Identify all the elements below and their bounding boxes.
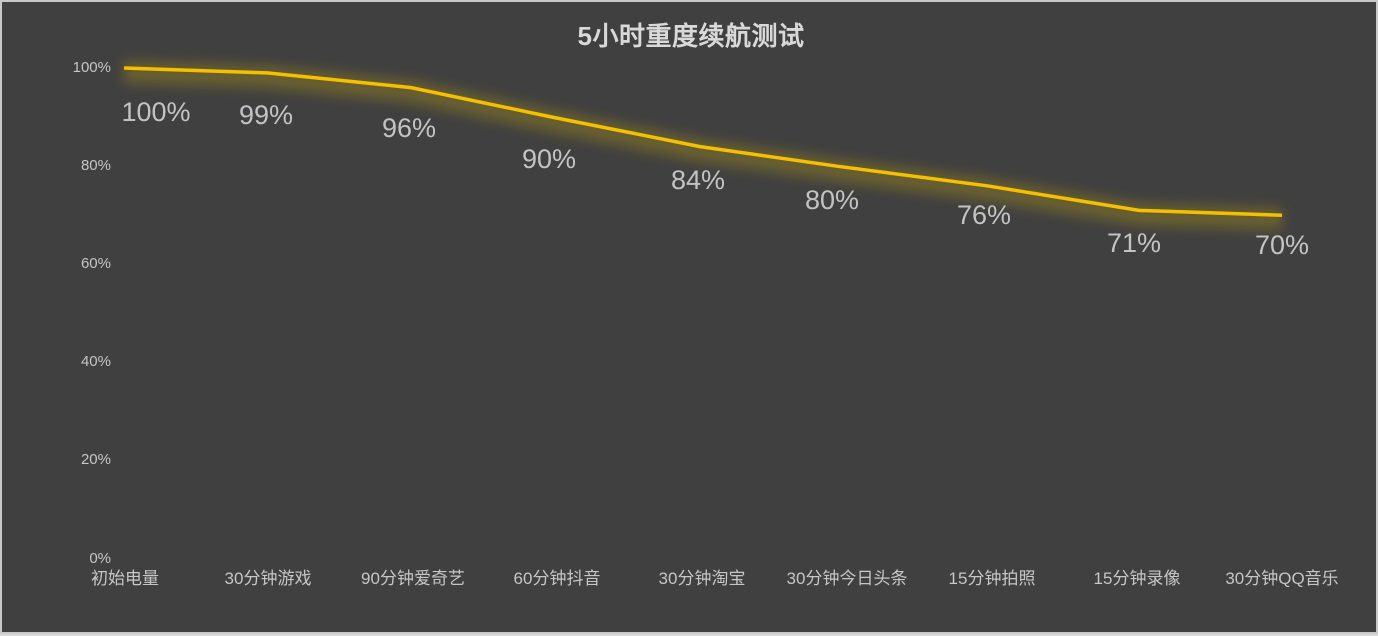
x-tick-label: 30分钟淘宝 [658,569,746,588]
line-glow [123,61,1283,231]
x-tick-label: 15分钟拍照 [948,569,1036,588]
battery-line [123,66,1283,218]
data-label: 96% [381,113,437,143]
data-label: 90% [521,144,577,174]
x-tick-label: 30分钟QQ音乐 [1225,569,1339,588]
y-tick-20: 20% [80,451,111,468]
data-label: 71% [1106,228,1162,258]
y-tick-80: 80% [80,157,111,174]
data-label: 76% [956,200,1012,230]
data-label: 100% [121,97,191,127]
data-label: 99% [238,100,294,130]
y-tick-40: 40% [80,353,111,370]
chart-title: 5小时重度续航测试 [577,21,805,51]
y-tick-100: 100% [72,59,111,76]
data-label: 80% [804,185,860,215]
x-tick-label: 初始电量 [91,569,159,588]
y-tick-60: 60% [80,255,111,272]
data-label: 84% [670,165,726,195]
x-tick-label: 90分钟爱奇艺 [361,569,465,588]
data-label: 70% [1254,230,1310,260]
x-tick-label: 15分钟录像 [1093,569,1181,588]
x-tick-label: 30分钟今日头条 [786,569,908,588]
y-tick-0: 0% [89,550,111,567]
x-tick-label: 30分钟游戏 [224,569,312,588]
x-tick-label: 60分钟抖音 [513,569,601,588]
